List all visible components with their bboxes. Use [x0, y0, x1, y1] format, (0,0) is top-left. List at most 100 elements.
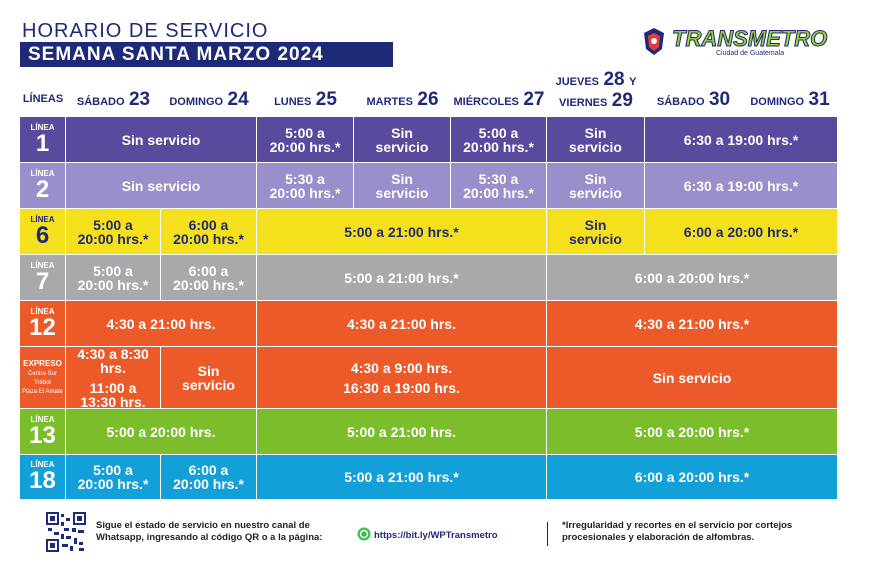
schedule-text: 5:00 a 20:00 hrs.*	[77, 462, 149, 492]
line-label: LÍNEA 1	[20, 117, 66, 163]
schedule-cell: Sin servicio	[161, 347, 257, 409]
schedule-cell: 5:30 a 20:00 hrs.*	[257, 163, 354, 209]
schedule-cell: 4:30 a 8:30 hrs. 11:00 a 13:30 hrs.	[66, 347, 161, 409]
schedule-text: 5:30 a 20:00 hrs.*	[269, 170, 341, 201]
schedule-cell: 5:00 a 21:00 hrs.	[257, 409, 547, 455]
schedule-text: Sin servicio	[375, 170, 429, 201]
schedule-cell: 6:30 a 19:00 hrs.*	[645, 163, 838, 209]
schedule-cell: 5:00 a 20:00 hrs.	[66, 409, 257, 455]
day-number: 27	[523, 89, 545, 110]
schedule-text: 6:00 a 20:00 hrs.*	[173, 262, 244, 293]
day-number: 25	[315, 89, 337, 110]
column-header: DOMINGO 24	[161, 90, 257, 109]
stop-name: Centra Sur	[27, 371, 57, 377]
logo-subtitle: Ciudad de Guatemala	[716, 50, 785, 57]
column-header: SÁBADO 30	[645, 90, 742, 109]
schedule-text: 5:30 a 20:00 hrs.*	[463, 170, 534, 201]
schedule-cell: 6:30 a 19:00 hrs.*	[645, 117, 838, 163]
day-number: 24	[227, 89, 249, 110]
schedule-cell: 6:00 a 20:00 hrs.*	[547, 255, 838, 301]
day-name: JUEVES	[555, 76, 600, 88]
schedule-text: 5:00 a 20:00 hrs.*	[77, 216, 149, 247]
schedule-cell: 6:00 a 20:00 hrs.*	[547, 455, 838, 500]
footer-note: *Irregularidad y recortes en el servicio…	[562, 520, 793, 544]
schedule-text: 5:00 a 21:00 hrs.*	[344, 469, 459, 485]
label-prefix: LÍNEA	[30, 460, 55, 469]
schedule-cell: 5:00 a 20:00 hrs.*	[66, 209, 161, 255]
schedule-text: Sin servicio	[121, 177, 201, 194]
line-label: LÍNEA 6	[20, 209, 66, 255]
schedule-text: Sin servicio	[652, 369, 732, 386]
header-line: MARTES 26	[354, 90, 451, 109]
schedule-text: Sin servicio	[182, 362, 235, 393]
schedule-text: 5:00 a 21:00 hrs.*	[344, 269, 459, 286]
schedule-cell: Sin servicio	[66, 117, 257, 163]
header-line: VIERNES 29	[547, 91, 645, 110]
column-header: JUEVES 28 Y VIERNES 29	[547, 70, 645, 110]
subtitle: SEMANA SANTA MARZO 2024	[20, 42, 393, 67]
label-prefix: LÍNEA	[30, 168, 55, 178]
column-header: MARTES 26	[354, 90, 451, 109]
schedule-cell: 4:30 a 9:00 hrs. 16:30 a 19:00 hrs.	[257, 347, 547, 409]
schedule-text: 11:00 a 13:30 hrs.	[80, 379, 146, 410]
schedule-text: Sin servicio	[375, 124, 429, 155]
schedule-text: 6:30 a 19:00 hrs.*	[683, 177, 799, 194]
schedule-text: 6:00 a 20:00 hrs.*	[634, 469, 750, 485]
title: HORARIO DE SERVICIO	[22, 20, 269, 42]
day-number: 29	[611, 90, 633, 111]
label-prefix: LÍNEA	[30, 414, 55, 424]
day-number: 28	[603, 69, 625, 90]
line-number: 7	[35, 267, 50, 295]
schedule-cell: 5:00 a 21:00 hrs.*	[257, 455, 547, 500]
schedule-cell: 6:00 a 20:00 hrs.*	[161, 255, 257, 301]
schedule-text: Sin servicio	[569, 216, 622, 247]
line-label: LÍNEA 7	[20, 255, 66, 301]
line-label: LÍNEA 12	[20, 301, 66, 347]
schedule-cell: 4:30 a 21:00 hrs.*	[547, 301, 838, 347]
day-name: LÍNEAS	[22, 93, 64, 105]
day-name: DOMINGO	[750, 96, 805, 108]
line-label: EXPRESO Centra Sur Trébol Plaza El Amate	[20, 347, 66, 409]
header-line: JUEVES 28 Y	[547, 70, 645, 89]
schedule-text: 5:00 a 20:00 hrs.*	[269, 124, 341, 155]
schedule-cell: Sin servicio	[354, 117, 451, 163]
footer-divider	[547, 522, 548, 546]
day-number: 26	[417, 89, 439, 110]
schedule-text: 5:00 a 21:00 hrs.*	[344, 223, 459, 240]
line-label: LÍNEA 2	[20, 163, 66, 209]
logo: TRANSMETRO	[671, 26, 828, 52]
whatsapp-icon	[357, 527, 371, 541]
line-number: 2	[35, 175, 50, 203]
schedule-cell: 5:00 a 20:00 hrs.*	[451, 117, 547, 163]
schedule-text: 5:00 a 20:00 hrs.*	[77, 262, 149, 293]
schedule-text: 6:00 a 20:00 hrs.*	[173, 216, 244, 247]
schedule-text: 4:30 a 21:00 hrs.	[347, 315, 456, 332]
schedule-text: 5:00 a 20:00 hrs.*	[634, 423, 750, 440]
schedule-text: 6:00 a 20:00 hrs.*	[634, 269, 750, 286]
schedule-cell: Sin servicio	[547, 117, 645, 163]
qr-code	[46, 512, 86, 552]
line-number: 12	[29, 313, 56, 341]
schedule-cell: 5:00 a 20:00 hrs.*	[66, 455, 161, 500]
footer-link[interactable]: https://bit.ly/WPTransmetro	[374, 530, 498, 541]
schedule-text: 16:30 a 19:00 hrs.	[343, 379, 460, 396]
schedule-text: 6:00 a 20:00 hrs.*	[683, 223, 799, 240]
schedule-cell: 5:30 a 20:00 hrs.*	[451, 163, 547, 209]
schedule-text: Sin servicio	[569, 170, 622, 201]
schedule-cell: 6:00 a 20:00 hrs.*	[161, 455, 257, 500]
line-number: 6	[35, 221, 50, 249]
schedule-cell: 5:00 a 21:00 hrs.*	[257, 255, 547, 301]
schedule-text: 5:00 a 20:00 hrs.*	[463, 124, 534, 155]
day-number: 23	[128, 89, 151, 110]
day-name: MIÉRCOLES	[453, 96, 519, 108]
label-prefix: LÍNEA	[30, 306, 55, 316]
schedule-cell: Sin servicio	[66, 163, 257, 209]
header-line: MIÉRCOLES 27	[451, 90, 547, 109]
joiner: Y	[629, 76, 637, 88]
schedule-text: Sin servicio	[569, 124, 622, 155]
schedule-cell: Sin servicio	[547, 163, 645, 209]
schedule-cell: 6:00 a 20:00 hrs.*	[161, 209, 257, 255]
day-name: DOMINGO	[169, 96, 224, 108]
schedule-text: 4:30 a 21:00 hrs.	[106, 315, 216, 332]
